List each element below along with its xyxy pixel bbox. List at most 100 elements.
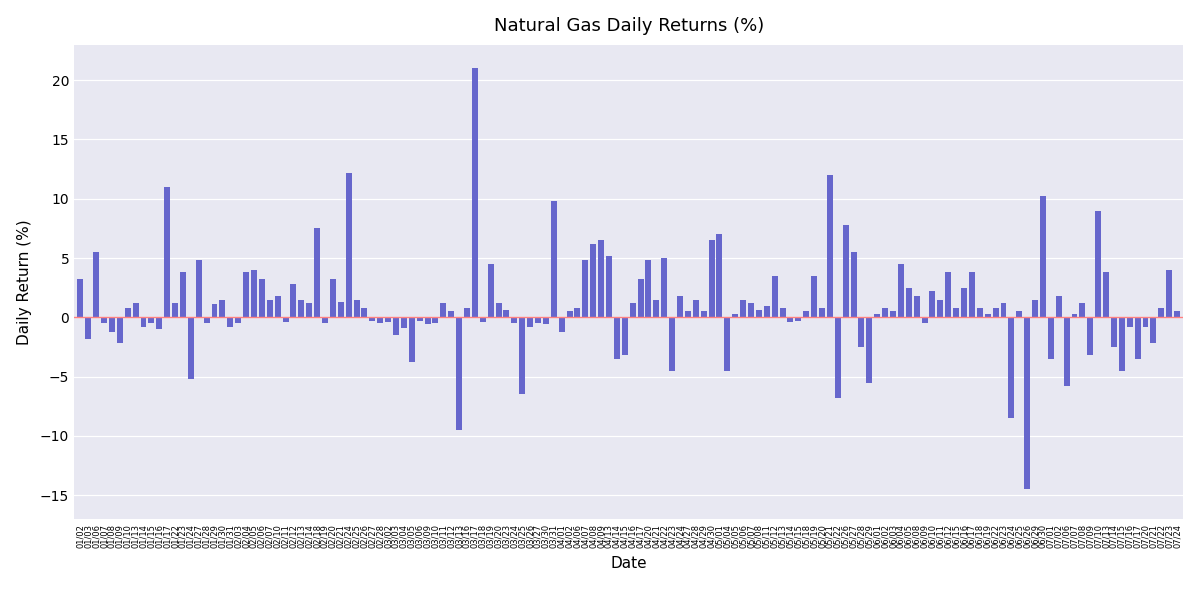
Y-axis label: Daily Return (%): Daily Return (%)	[17, 219, 31, 344]
Bar	[149, 317, 155, 323]
Bar	[811, 276, 817, 317]
Bar	[385, 317, 391, 322]
X-axis label: Date: Date	[611, 556, 647, 571]
Bar	[748, 303, 754, 317]
Bar	[968, 272, 974, 317]
Bar	[701, 311, 707, 317]
Bar	[637, 280, 643, 317]
Bar	[764, 305, 769, 317]
Bar	[338, 302, 343, 317]
Bar	[787, 317, 793, 322]
Bar	[78, 280, 83, 317]
Bar	[937, 299, 943, 317]
Title: Natural Gas Daily Returns (%): Natural Gas Daily Returns (%)	[493, 17, 764, 35]
Bar	[377, 317, 383, 323]
Bar	[480, 317, 486, 322]
Bar	[622, 317, 628, 355]
Bar	[156, 317, 162, 329]
Bar	[559, 317, 565, 332]
Bar	[566, 311, 572, 317]
Bar	[961, 288, 967, 317]
Bar	[456, 317, 462, 430]
Bar	[992, 308, 998, 317]
Bar	[542, 317, 548, 325]
Bar	[409, 317, 415, 362]
Bar	[685, 311, 691, 317]
Bar	[646, 260, 652, 317]
Bar	[835, 317, 841, 398]
Bar	[582, 260, 588, 317]
Bar	[1135, 317, 1140, 359]
Bar	[227, 317, 233, 327]
Bar	[440, 303, 446, 317]
Bar	[827, 175, 833, 317]
Bar	[1024, 317, 1030, 490]
Bar	[259, 280, 265, 317]
Bar	[330, 280, 336, 317]
Bar	[913, 296, 919, 317]
Bar	[1048, 317, 1054, 359]
Bar	[803, 311, 809, 317]
Bar	[661, 258, 667, 317]
Bar	[1079, 303, 1085, 317]
Bar	[725, 317, 731, 371]
Bar	[1174, 311, 1180, 317]
Bar	[677, 296, 683, 317]
Bar	[985, 314, 991, 317]
Bar	[692, 299, 698, 317]
Bar	[290, 284, 296, 317]
Bar	[94, 252, 100, 317]
Bar	[401, 317, 407, 328]
Bar	[953, 308, 959, 317]
Bar	[772, 276, 778, 317]
Bar	[875, 314, 880, 317]
Bar	[394, 317, 398, 335]
Bar	[425, 317, 431, 325]
Bar	[211, 304, 217, 317]
Bar	[606, 256, 612, 317]
Bar	[511, 317, 517, 323]
Bar	[1001, 303, 1007, 317]
Bar	[898, 264, 904, 317]
Bar	[188, 317, 194, 379]
Bar	[282, 317, 288, 322]
Bar	[416, 317, 422, 321]
Bar	[220, 299, 226, 317]
Bar	[1103, 272, 1109, 317]
Bar	[858, 317, 864, 347]
Bar	[109, 317, 115, 332]
Bar	[1056, 296, 1062, 317]
Bar	[472, 68, 478, 317]
Bar	[520, 317, 526, 394]
Bar	[590, 244, 596, 317]
Bar	[1096, 211, 1102, 317]
Bar	[322, 317, 328, 323]
Bar	[575, 308, 581, 317]
Bar	[306, 303, 312, 317]
Bar	[1072, 314, 1078, 317]
Bar	[133, 303, 139, 317]
Bar	[1151, 317, 1157, 343]
Bar	[670, 317, 676, 371]
Bar	[464, 308, 470, 317]
Bar	[85, 317, 91, 339]
Bar	[235, 317, 241, 323]
Bar	[922, 317, 928, 323]
Bar	[890, 311, 896, 317]
Bar	[432, 317, 438, 323]
Bar	[251, 270, 257, 317]
Bar	[487, 264, 493, 317]
Bar	[1111, 317, 1117, 347]
Bar	[299, 299, 305, 317]
Bar	[1127, 317, 1133, 327]
Bar	[244, 272, 250, 317]
Bar	[370, 317, 376, 321]
Bar	[116, 317, 122, 343]
Bar	[732, 314, 738, 317]
Bar	[180, 272, 186, 317]
Bar	[866, 317, 872, 383]
Bar	[796, 317, 802, 321]
Bar	[1016, 311, 1022, 317]
Bar	[653, 299, 659, 317]
Bar	[172, 303, 178, 317]
